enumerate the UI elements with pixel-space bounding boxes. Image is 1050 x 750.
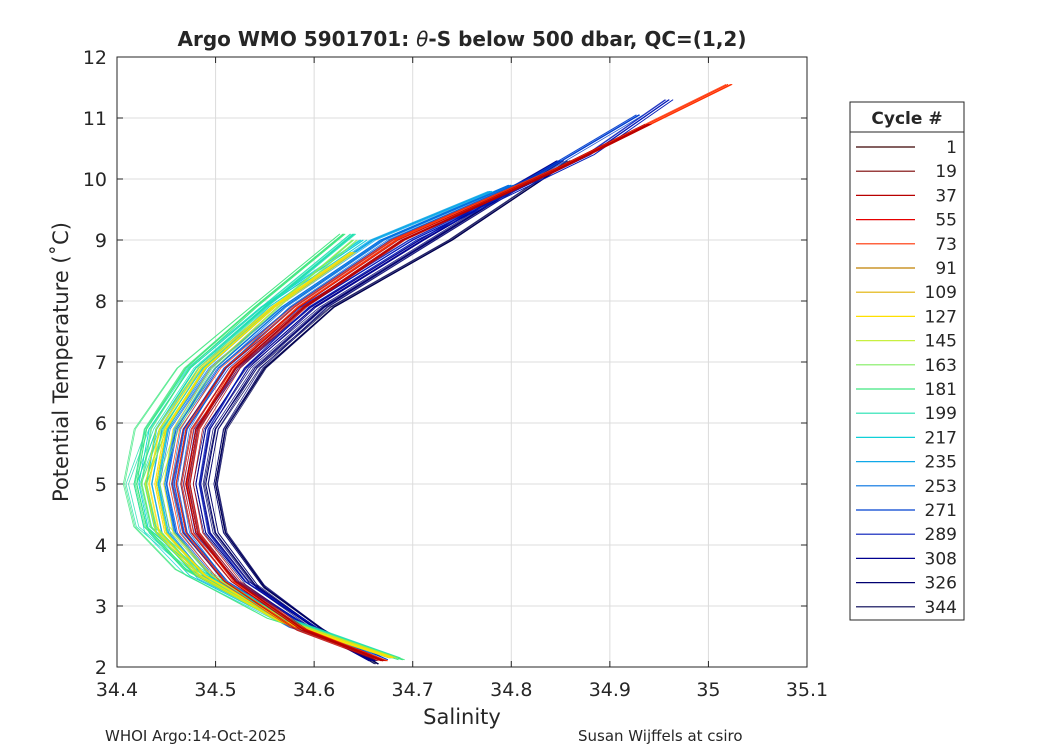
y-tick-label: 10 <box>83 169 107 191</box>
legend-label: 37 <box>935 186 957 206</box>
legend-label: 181 <box>925 380 957 400</box>
legend-label: 271 <box>925 501 957 521</box>
y-axis-label: Potential Temperature (˚C) <box>49 222 73 502</box>
legend-label: 326 <box>925 574 957 594</box>
legend-label: 109 <box>925 283 957 303</box>
profile-line-cycle-289 <box>199 99 674 661</box>
legend-label: 145 <box>925 332 957 352</box>
y-tick-label: 5 <box>95 474 107 496</box>
profile-line-cycle-127 <box>148 251 391 659</box>
profile-line-cycle-326 <box>216 160 565 662</box>
profile-line-cycle-326 <box>207 160 562 662</box>
x-tick-label: 34.5 <box>194 679 236 701</box>
profile-line-cycle-326 <box>213 160 564 662</box>
y-tick-label: 9 <box>95 230 107 252</box>
legend-label: 91 <box>935 259 957 279</box>
legend: Cycle # 1 19 37 55 73 91 109 127 145 163 181 199 217… <box>849 101 965 621</box>
profile-line-cycle-308 <box>200 160 563 662</box>
profile-line-cycle-37 <box>187 123 650 662</box>
profile-line-cycle-163 <box>140 239 392 659</box>
y-tick-label: 11 <box>83 108 107 130</box>
profile-line-cycle-181 <box>122 233 399 661</box>
profile-line-cycle-308 <box>195 160 561 662</box>
legend-label: 289 <box>925 525 957 545</box>
y-tick-label: 12 <box>83 47 107 69</box>
x-tick-label: 34.6 <box>293 679 335 701</box>
legend-title: Cycle # <box>871 109 942 129</box>
profile-lines <box>122 83 733 665</box>
legend-label: 163 <box>925 356 957 376</box>
profile-line-cycle-37 <box>171 123 646 662</box>
profile-line-cycle-127 <box>145 251 390 659</box>
profile-line-cycle-37 <box>181 123 649 662</box>
legend-entries: 1 19 37 55 73 91 109 127 145 163 181 199 217 235 253 27… <box>856 138 957 618</box>
chart-title: Argo WMO 5901701: θ-S below 500 dbar, QC… <box>178 27 747 51</box>
legend-label: 199 <box>925 404 957 424</box>
legend-label: 55 <box>935 211 957 231</box>
profile-line-cycle-163 <box>159 239 398 659</box>
y-tick-label: 7 <box>95 352 107 374</box>
legend-label: 127 <box>925 307 957 327</box>
y-tick-label: 3 <box>95 596 107 618</box>
x-tick-label: 34.8 <box>490 679 532 701</box>
x-tick-label: 34.7 <box>392 679 434 701</box>
legend-label: 73 <box>935 235 957 255</box>
profile-line-cycle-73 <box>168 84 727 662</box>
x-tick-label: 35.1 <box>786 679 828 701</box>
x-tick-label: 34.4 <box>96 679 138 701</box>
legend-label: 1 <box>946 138 957 158</box>
axis-ticks: 34.4 34.5 34.6 34.7 34.8 34.9 35 35.1 2 3 4 5 6 7 8 9 10… <box>83 47 828 701</box>
y-tick-label: 2 <box>95 657 107 679</box>
legend-label: 344 <box>925 598 957 618</box>
x-tick-label: 34.9 <box>589 679 631 701</box>
profile-line-cycle-73 <box>175 83 729 662</box>
footer-source: WHOI Argo:14-Oct-2025 <box>105 727 286 745</box>
y-tick-label: 6 <box>95 413 107 435</box>
footer-author: Susan Wijffels at csiro <box>578 727 743 745</box>
y-tick-label: 8 <box>95 291 107 313</box>
x-axis-label: Salinity <box>423 705 501 729</box>
y-tick-label: 4 <box>95 535 107 557</box>
legend-label: 217 <box>925 428 957 448</box>
legend-label: 253 <box>925 477 957 497</box>
legend-label: 235 <box>925 453 957 473</box>
x-tick-label: 35 <box>696 679 720 701</box>
legend-label: 19 <box>935 162 957 182</box>
legend-label: 308 <box>925 549 957 569</box>
